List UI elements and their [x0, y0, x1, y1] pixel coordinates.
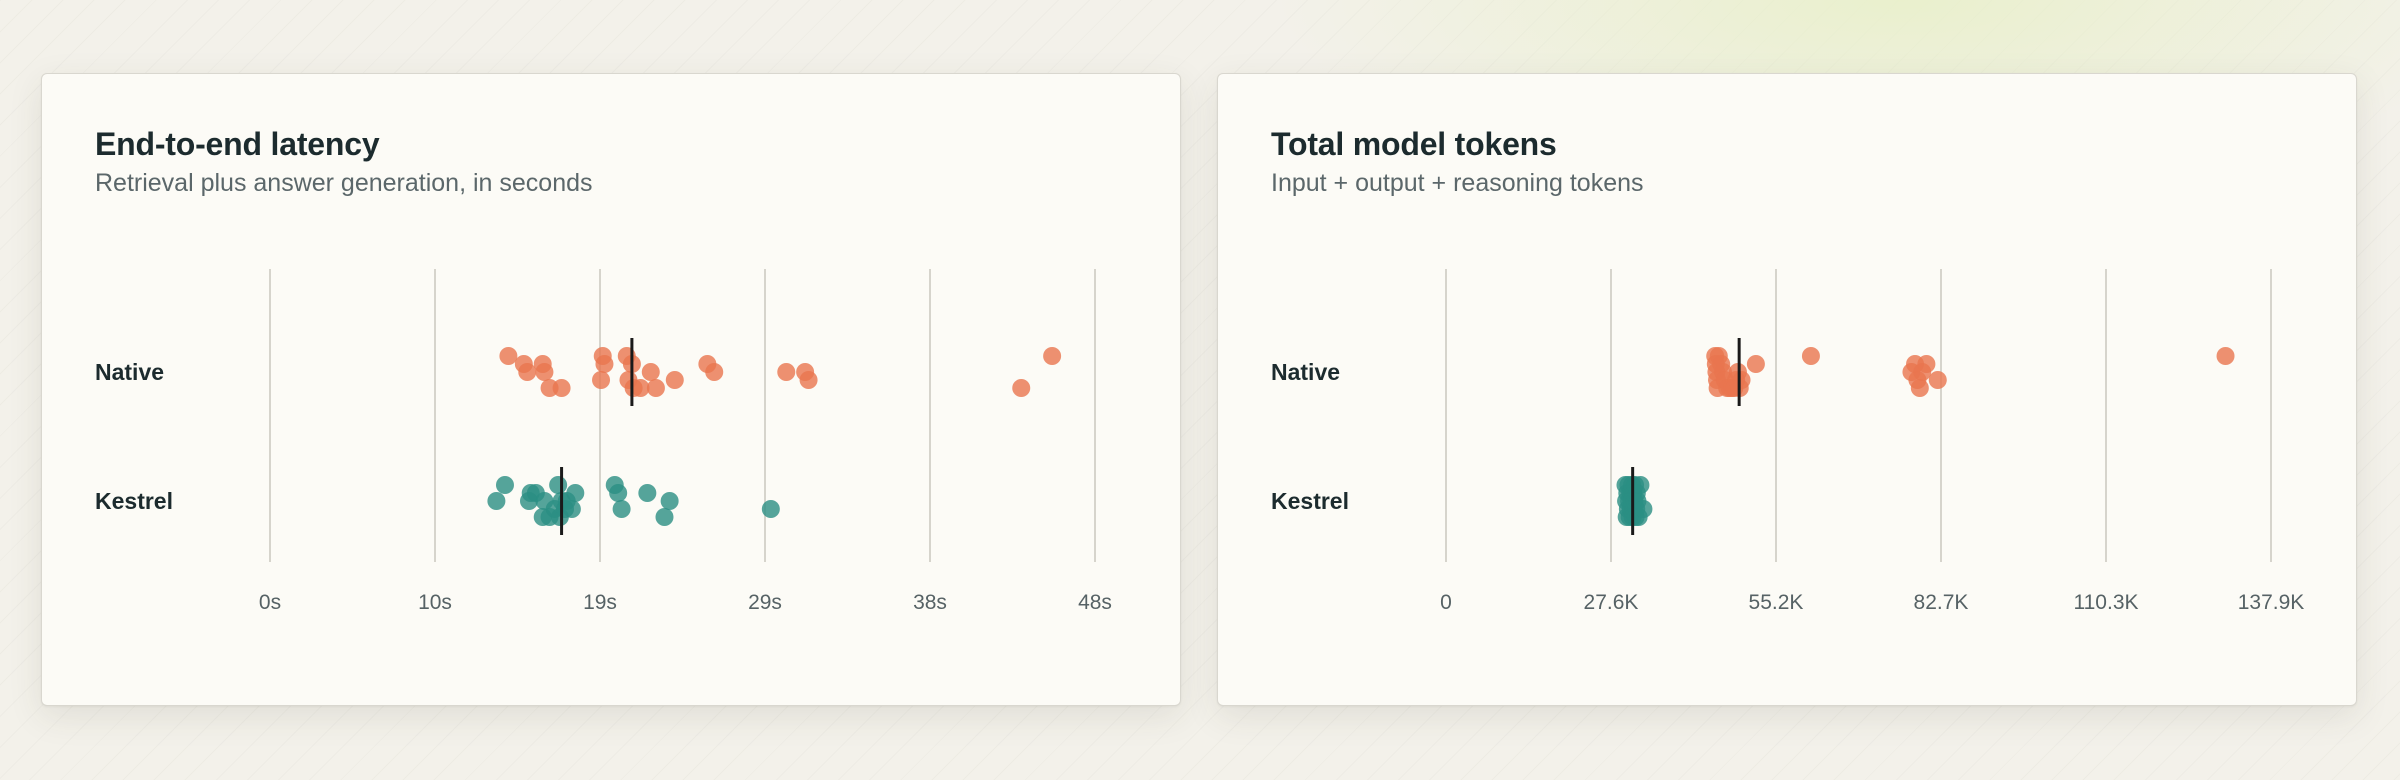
x-tick-label: 38s [913, 591, 947, 614]
latency-chart-card: End-to-end latency Retrieval plus answer… [41, 73, 1181, 706]
x-tick-label: 19s [583, 591, 617, 614]
data-point-kestrel [609, 484, 628, 502]
data-point-native [499, 347, 518, 365]
data-point-kestrel [562, 500, 581, 518]
series-label: Kestrel [95, 488, 173, 514]
x-tick-label: 10s [418, 591, 452, 614]
data-point-kestrel [487, 492, 506, 510]
data-point-native [799, 371, 818, 389]
data-point-native [646, 379, 665, 397]
data-point-kestrel [1634, 500, 1653, 518]
data-point-native [1043, 347, 1062, 365]
data-point-native [641, 363, 660, 381]
x-tick-label: 29s [748, 591, 782, 614]
x-tick-label: 0 [1440, 591, 1452, 614]
x-tick-label: 137.9K [2238, 591, 2305, 614]
data-point-kestrel [761, 500, 780, 518]
data-point-native [705, 363, 724, 381]
chart-subtitle: Retrieval plus answer generation, in sec… [95, 169, 593, 197]
series-label: Native [1271, 359, 1340, 385]
data-point-native [2216, 347, 2235, 365]
data-point-native [1910, 379, 1929, 397]
data-point-native [1801, 347, 1820, 365]
data-point-native [1732, 371, 1751, 389]
data-point-native [1012, 379, 1031, 397]
data-point-native [1746, 355, 1765, 373]
data-point-native [592, 371, 611, 389]
data-point-native [777, 363, 796, 381]
x-tick-label: 0s [259, 591, 281, 614]
chart-subtitle: Input + output + reasoning tokens [1271, 169, 1644, 197]
series-label: Native [95, 359, 164, 385]
series-label: Kestrel [1271, 488, 1349, 514]
x-tick-label: 82.7K [1914, 591, 1969, 614]
data-point-kestrel [1631, 476, 1650, 494]
data-point-native [595, 355, 614, 373]
latency-strip-plot: 0s 10s 19s 29s 38s 48s Native Kestrel [95, 269, 1112, 614]
chart-title: End-to-end latency [95, 126, 380, 162]
chart-title: Total model tokens [1271, 126, 1557, 162]
data-point-native [665, 371, 684, 389]
data-point-native [518, 363, 537, 381]
data-point-kestrel [612, 500, 631, 518]
tokens-chart-card: Total model tokens Input + output + reas… [1217, 73, 2357, 706]
x-tick-label: 55.2K [1749, 591, 1804, 614]
data-point-native [631, 379, 650, 397]
data-point-kestrel [495, 476, 514, 494]
data-point-kestrel [549, 476, 568, 494]
data-point-kestrel [660, 492, 679, 510]
data-point-kestrel [566, 484, 585, 502]
x-tick-label: 48s [1078, 591, 1112, 614]
data-point-kestrel [655, 508, 674, 526]
data-point-native [552, 379, 571, 397]
tokens-strip-plot: 0 27.6K 55.2K 82.7K 110.3K 137.9K Native Kestre… [1271, 269, 2305, 614]
data-point-kestrel [638, 484, 657, 502]
data-point-native [535, 363, 554, 381]
data-point-native [1917, 355, 1936, 373]
x-tick-label: 110.3K [2074, 591, 2139, 614]
data-point-native [1928, 371, 1947, 389]
x-tick-label: 27.6K [1584, 591, 1639, 614]
